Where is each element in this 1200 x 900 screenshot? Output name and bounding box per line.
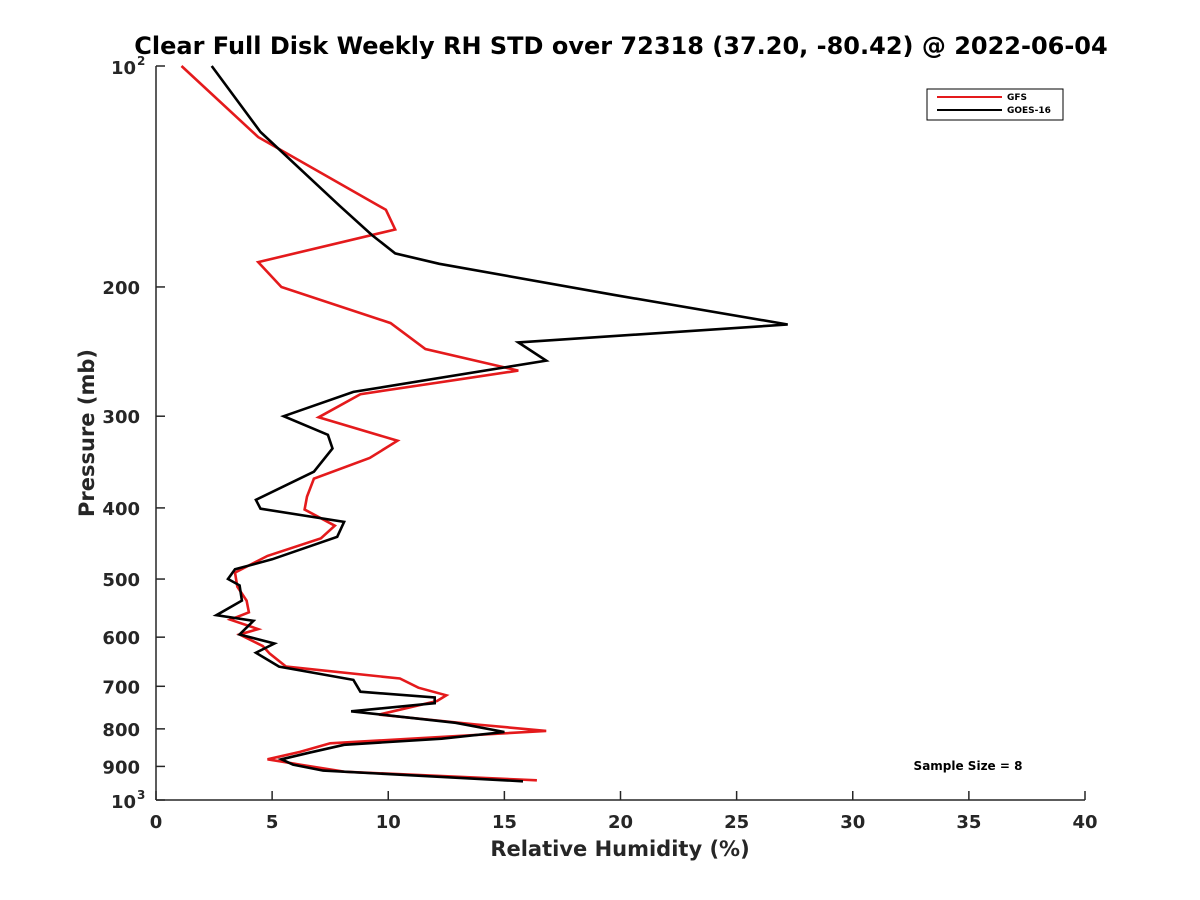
x-tick-label: 25 xyxy=(724,812,749,833)
y-axis-label: Pressure (mb) xyxy=(75,349,99,517)
y-tick-label: 400 xyxy=(102,499,140,520)
chart-title: Clear Full Disk Weekly RH STD over 72318… xyxy=(134,32,1107,60)
y-tick-label: 200 xyxy=(102,278,140,299)
y-tick-label: 10 xyxy=(111,58,136,79)
y-tick-label: 10 xyxy=(111,792,136,813)
y-tick-label: 500 xyxy=(102,570,140,591)
sample-size-annotation: Sample Size = 8 xyxy=(914,759,1023,773)
legend: GFS GOES-16 xyxy=(926,88,1064,121)
y-tick-label: 800 xyxy=(102,720,140,741)
legend-box xyxy=(926,88,1064,121)
x-tick-label: 20 xyxy=(608,812,633,833)
legend-label-gfs: GFS xyxy=(1007,93,1027,103)
x-tick-label: 40 xyxy=(1072,812,1097,833)
x-tick-label: 15 xyxy=(492,812,517,833)
legend-label-goes16: GOES-16 xyxy=(1007,106,1051,116)
y-tick-label: 900 xyxy=(102,757,140,778)
x-tick-label: 10 xyxy=(376,812,401,833)
x-axis-ticks: 0 5 10 15 20 25 30 35 40 xyxy=(150,791,1098,833)
x-tick-label: 0 xyxy=(150,812,163,833)
series-lines xyxy=(180,65,788,783)
y-tick-label: 600 xyxy=(102,628,140,649)
x-tick-label: 35 xyxy=(956,812,981,833)
y-tick-exponent: 2 xyxy=(137,54,145,68)
y-tick-exponent: 3 xyxy=(137,788,145,802)
x-axis-label: Relative Humidity (%) xyxy=(490,837,749,861)
x-tick-label: 5 xyxy=(266,812,279,833)
x-tick-label: 30 xyxy=(840,812,865,833)
series-line-goes16 xyxy=(210,65,788,783)
y-tick-label: 300 xyxy=(102,407,140,428)
series-line-gfs xyxy=(180,65,547,782)
y-tick-label: 700 xyxy=(102,677,140,698)
